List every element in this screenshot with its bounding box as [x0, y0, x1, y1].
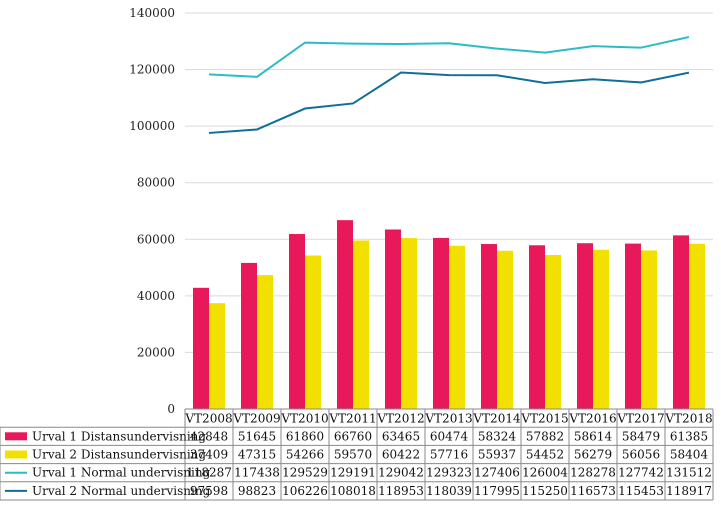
- x-tick-label: VT2009: [232, 412, 280, 426]
- bar: [449, 245, 465, 409]
- data-label: 61860: [286, 429, 324, 443]
- bar: [689, 243, 705, 409]
- x-tick-label: VT2015: [520, 412, 568, 426]
- series-line: [208, 71, 690, 134]
- x-tick-label: VT2008: [184, 412, 232, 426]
- data-label: 115250: [522, 484, 568, 498]
- y-tick-label: 60000: [137, 232, 175, 246]
- data-label: 118953: [378, 484, 424, 498]
- data-label: 129191: [330, 466, 376, 480]
- bar: [481, 244, 497, 409]
- data-label: 60474: [430, 429, 469, 443]
- data-label: 60422: [382, 448, 420, 462]
- data-label: 127742: [618, 466, 664, 480]
- bar: [529, 245, 545, 409]
- bars: [193, 220, 705, 409]
- bar: [641, 250, 657, 409]
- bar: [241, 262, 257, 409]
- data-label: 66760: [334, 429, 372, 443]
- y-tick-label: 80000: [137, 176, 175, 190]
- data-label: 56279: [574, 448, 612, 462]
- data-label: 117995: [474, 484, 520, 498]
- lines: [208, 36, 690, 134]
- data-label: 126004: [522, 466, 568, 480]
- bar: [545, 254, 561, 409]
- x-tick-label: VT2010: [280, 412, 328, 426]
- bar: [577, 243, 593, 409]
- data-label: 51645: [238, 429, 276, 443]
- bar: [305, 255, 321, 409]
- data-label: 129323: [426, 466, 472, 480]
- data-label: 106226: [282, 484, 328, 498]
- bar: [209, 303, 225, 409]
- x-tick-label: VT2011: [328, 412, 376, 426]
- data-label: 63465: [382, 429, 420, 443]
- x-tick-label: VT2012: [376, 412, 424, 426]
- x-tick-label: VT2013: [424, 412, 472, 426]
- data-label: 116573: [570, 484, 616, 498]
- legend-key: [5, 432, 27, 441]
- data-label: 128278: [570, 466, 616, 480]
- bar: [289, 234, 305, 409]
- bar: [497, 250, 513, 409]
- x-tick-label: VT2017: [616, 412, 664, 426]
- data-label: 61385: [670, 429, 708, 443]
- x-tick-label: VT2018: [664, 412, 712, 426]
- bar: [433, 237, 449, 409]
- x-tick-label: VT2014: [472, 412, 521, 426]
- y-tick-label: 0: [167, 402, 175, 416]
- data-table: VT2008 VT2009 VT2010 VT2011 VT2012 VT2013 VT20…: [0, 408, 714, 501]
- data-label: 97598: [190, 484, 228, 498]
- bar: [385, 229, 401, 409]
- data-label: 54266: [286, 448, 324, 462]
- data-label: 56056: [622, 448, 660, 462]
- data-label: 57882: [526, 429, 564, 443]
- bar: [257, 275, 273, 409]
- data-label: 98823: [238, 484, 276, 498]
- y-tick-label: 20000: [137, 345, 175, 359]
- y-tick-label: 100000: [129, 119, 175, 133]
- legend-label: Urval 2 Distansundervisning: [32, 448, 206, 462]
- legend-label: Urval 1 Normal undervisning: [32, 466, 211, 480]
- data-label: 118917: [666, 484, 712, 498]
- bar: [593, 249, 609, 409]
- data-label: 47315: [238, 448, 276, 462]
- data-label: 58479: [622, 429, 660, 443]
- y-tick-label: 120000: [129, 63, 175, 77]
- data-label: 118287: [186, 466, 232, 480]
- bar: [353, 240, 369, 409]
- data-label: 115453: [618, 484, 664, 498]
- data-label: 58404: [670, 448, 709, 462]
- data-label: 37409: [190, 448, 228, 462]
- data-label: 58324: [478, 429, 517, 443]
- y-tick-label: 140000: [129, 6, 175, 20]
- data-label: 54452: [526, 448, 564, 462]
- data-label: 118039: [426, 484, 472, 498]
- bar: [193, 287, 209, 409]
- x-tick-label: VT2016: [568, 412, 616, 426]
- bar: [337, 220, 353, 409]
- data-label: 131512: [666, 466, 712, 480]
- data-label: 59570: [334, 448, 372, 462]
- data-label: 129042: [378, 466, 424, 480]
- bar: [625, 243, 641, 409]
- legend-label: Urval 2 Normal undervisning: [32, 484, 211, 498]
- bar: [673, 235, 689, 409]
- data-label: 117438: [234, 466, 280, 480]
- bar: [401, 238, 417, 409]
- series-line: [208, 36, 690, 78]
- data-label: 58614: [574, 429, 613, 443]
- data-label: 57716: [430, 448, 468, 462]
- data-label: 129529: [282, 466, 328, 480]
- y-tick-label: 40000: [137, 289, 175, 303]
- data-label: 108018: [330, 484, 376, 498]
- data-label: 55937: [478, 448, 516, 462]
- data-label: 42848: [190, 429, 228, 443]
- y-axis: 0 20000 40000 60000 80000 100000 120000 140000: [129, 6, 175, 416]
- legend-key: [5, 450, 27, 459]
- data-label: 127406: [474, 466, 520, 480]
- legend-label: Urval 1 Distansundervisning: [32, 429, 206, 443]
